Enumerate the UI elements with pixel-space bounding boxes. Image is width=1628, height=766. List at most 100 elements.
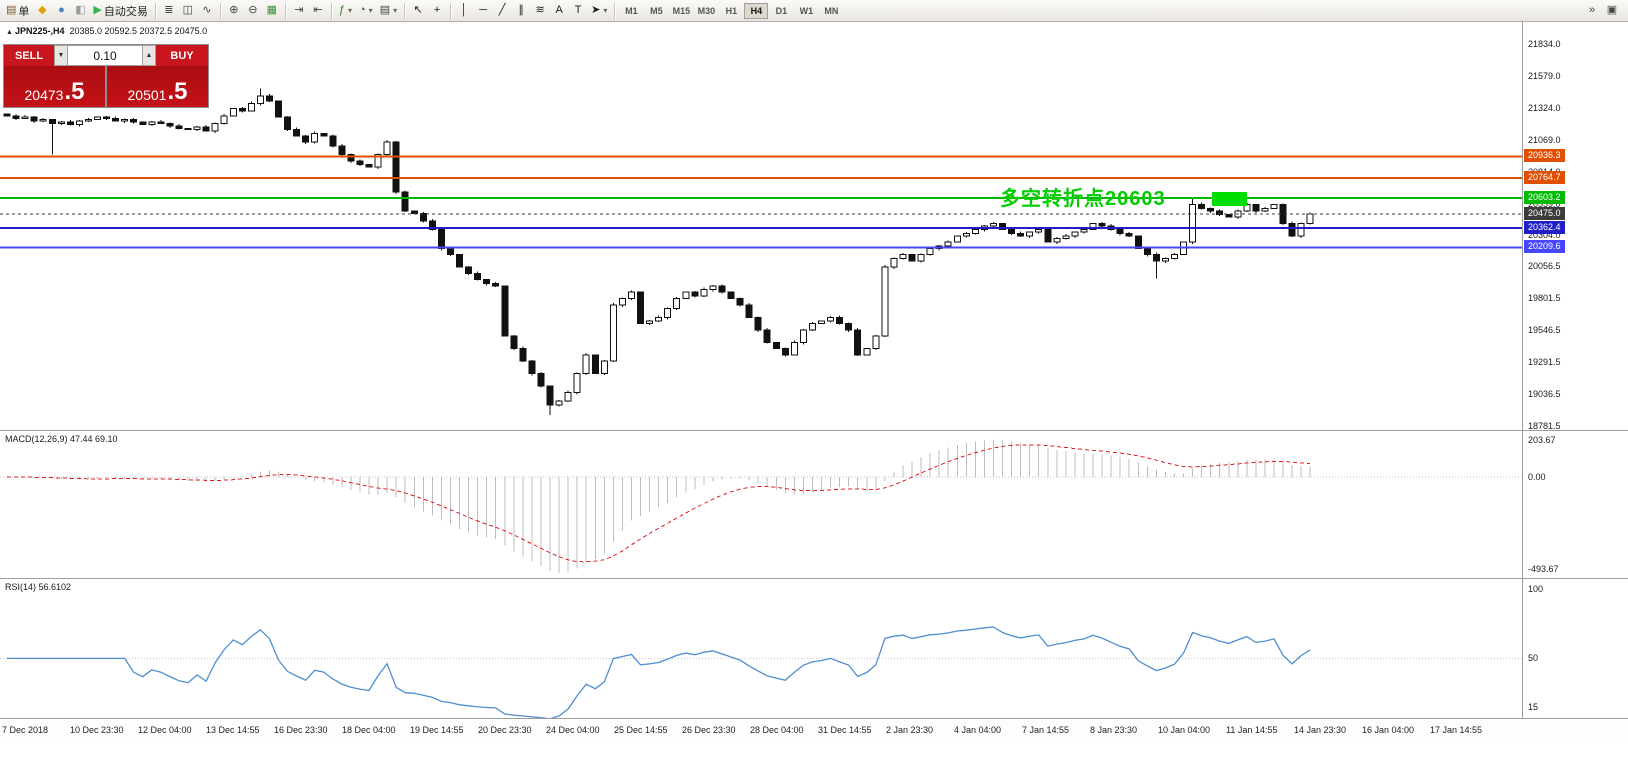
toolbar-overflow-icon: » [1588, 4, 1596, 16]
macd-plot[interactable]: MACD(12,26,9) 47.44 69.10 [0, 431, 1522, 578]
volume-down-button[interactable]: ▼ [54, 45, 68, 66]
dropdown-arrow-icon[interactable]: ▾ [348, 6, 353, 15]
candle [727, 291, 735, 300]
time-axis-label: 2 Jan 23:30 [886, 725, 934, 735]
time-axis-label: 10 Dec 23:30 [70, 725, 124, 735]
price-axis-label: 21579.0 [1528, 70, 1561, 81]
candle [401, 190, 409, 213]
buy-price-display[interactable]: 20501.5 [107, 66, 208, 107]
timeframe-m5-button[interactable]: M5 [644, 3, 668, 19]
candle [139, 121, 147, 126]
dropdown-arrow-icon[interactable]: ▾ [603, 6, 608, 15]
macd-signal-line [6, 444, 1311, 563]
equidistant-channel-icon: ∥ [518, 4, 524, 16]
timeframe-m15-button[interactable]: M15 [669, 3, 693, 19]
rsi-chart[interactable] [0, 579, 1522, 718]
candle [646, 319, 654, 326]
highlight-rectangle-object[interactable] [1212, 192, 1247, 206]
sell-price-display[interactable]: 20473.5 [4, 66, 105, 107]
candle [329, 134, 337, 148]
new-order-button[interactable]: ▤ 单 [3, 2, 32, 20]
candle [944, 240, 952, 248]
candle [103, 115, 111, 120]
candle [555, 399, 563, 407]
rsi-plot[interactable]: RSI(14) 56.6102 [0, 579, 1522, 718]
timeframe-m30-button[interactable]: M30 [694, 3, 718, 19]
timeframe-d1-button[interactable]: D1 [769, 3, 793, 19]
candlestick-mode-button[interactable]: ◫ [179, 2, 197, 20]
chart-annotation-text[interactable]: 多空转折点20603 [1000, 188, 1166, 210]
tile-windows-button[interactable]: ▦ [263, 2, 281, 20]
price-chart-plot[interactable]: ▲ JPN225-,H4 20385.0 20592.5 20372.5 20475… [0, 22, 1522, 430]
strategy-tester-button[interactable]: ◧ [71, 2, 89, 20]
candle [21, 115, 29, 120]
dropdown-arrow-icon[interactable]: ▾ [368, 6, 373, 15]
autotrading-button-label: 自动交易 [103, 5, 148, 18]
sell-button[interactable]: SELL [4, 45, 54, 66]
timeframe-h1-button[interactable]: H1 [719, 3, 743, 19]
line-chart-mode-button[interactable]: ∿ [198, 2, 216, 20]
chart-shift-button[interactable]: ⇤ [309, 2, 327, 20]
equidistant-channel-button[interactable]: ∥ [512, 2, 530, 20]
timeframe-m1-button[interactable]: M1 [619, 3, 643, 19]
crosshair-button[interactable]: + [428, 2, 446, 20]
indicators-button[interactable]: ƒ ▾ [336, 2, 355, 20]
volume-input[interactable] [68, 45, 142, 66]
trendline-button[interactable]: ╱ [493, 2, 511, 20]
horizontal-line-button[interactable]: ─ [474, 2, 492, 20]
candle [365, 164, 373, 168]
candle [75, 119, 83, 127]
periods-button[interactable]: ◔ ▾ [356, 2, 376, 20]
timeframe-mn-button[interactable]: MN [819, 3, 843, 19]
macd-histogram [15, 439, 1311, 573]
time-axis-label: 26 Dec 23:30 [682, 725, 736, 735]
line-chart-mode-icon: ∿ [202, 4, 212, 16]
buy-button[interactable]: BUY [156, 45, 208, 66]
candle [184, 127, 192, 131]
timeframe-h4-button[interactable]: H4 [744, 2, 769, 19]
candle [510, 334, 518, 351]
text-label-button[interactable]: T [569, 2, 587, 20]
zoom-out-button[interactable]: ⊖ [244, 2, 262, 20]
candle [673, 296, 681, 310]
templates-button[interactable]: ▤ ▾ [377, 2, 400, 20]
candle [94, 116, 101, 121]
time-axis-label: 7 Jan 14:55 [1022, 725, 1070, 735]
candle [1152, 252, 1160, 279]
candle [112, 116, 120, 122]
price-axis[interactable]: 21834.021579.021324.021069.020814.020559… [1522, 22, 1628, 431]
macd-chart[interactable] [0, 431, 1522, 578]
candle [1017, 231, 1025, 237]
candle [854, 328, 862, 357]
strategy-tester-icon: ◧ [75, 4, 86, 16]
candle [718, 284, 726, 294]
rsi-axis[interactable]: 100 50 15 [1522, 579, 1628, 718]
metaeditor-button[interactable]: ◆ [33, 2, 51, 20]
vertical-line-button[interactable]: │ [455, 2, 473, 20]
auto-scroll-button[interactable]: ⇥ [290, 2, 308, 20]
toolbar-button-group: ▤ 单 ◆ ● ◧ ▶ 自动交易 ≣ ◫ ∿ ⊕ ⊖ ▦ ⇥ ⇤ ƒ ▾ ◔ ▾ ▤ ▾ ↖ + │ ─ ╱ ∥ ≋ A T ➤ ▾ [3, 2, 618, 20]
price-chart[interactable] [0, 22, 1522, 430]
profile-button[interactable]: ● [52, 2, 70, 20]
candle [827, 316, 835, 323]
macd-axis[interactable]: 203.67 0.00 -493.67 [1522, 431, 1628, 578]
autotrading-button[interactable]: ▶ 自动交易 [90, 2, 150, 20]
arrows-button[interactable]: ➤ ▾ [588, 2, 610, 20]
timeframe-w1-button[interactable]: W1 [794, 3, 818, 19]
fibonacci-button[interactable]: ≋ [531, 2, 549, 20]
candle [483, 278, 491, 286]
toolbar-overflow-button[interactable]: » [1583, 2, 1601, 20]
candle [220, 114, 228, 125]
window-layout-button[interactable]: ▣ [1603, 2, 1621, 20]
price-axis-label: 20056.5 [1528, 261, 1561, 272]
bar-chart-mode-button[interactable]: ≣ [160, 2, 178, 20]
candle [1252, 203, 1260, 213]
text-button[interactable]: A [550, 2, 568, 20]
dropdown-arrow-icon[interactable]: ▾ [393, 6, 398, 15]
volume-up-button[interactable]: ▲ [142, 45, 156, 66]
candle [148, 120, 156, 127]
zoom-in-button[interactable]: ⊕ [225, 2, 243, 20]
time-axis[interactable]: 7 Dec 2018 10 Dec 23:30 12 Dec 04:00 13 Dec… [0, 718, 1628, 744]
bar-chart-mode-icon: ≣ [164, 4, 174, 16]
cursor-button[interactable]: ↖ [409, 2, 427, 20]
